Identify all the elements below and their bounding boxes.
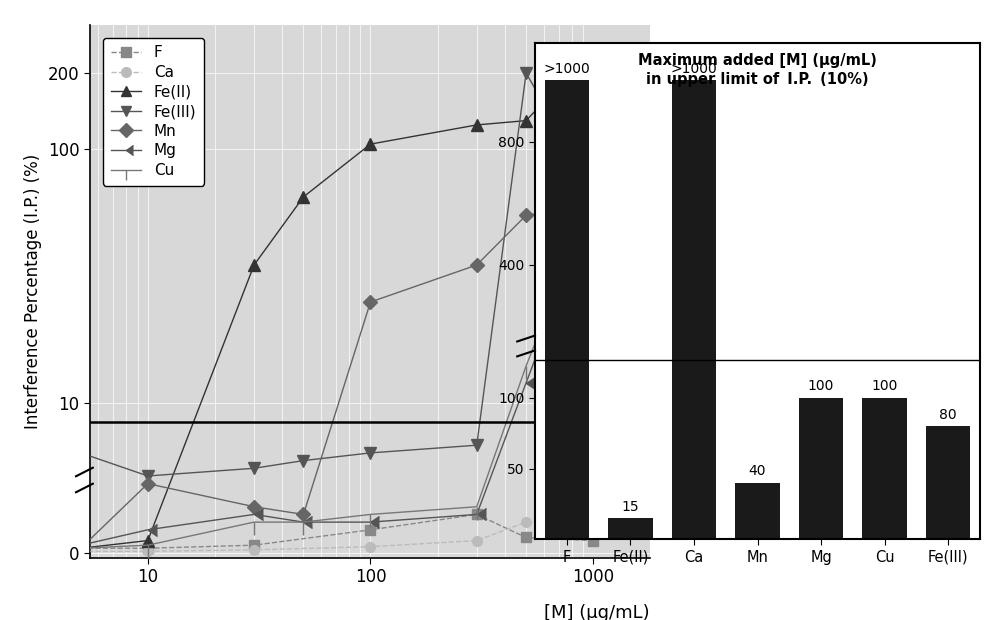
Bar xyxy=(545,80,589,539)
Ca xyxy=(142,547,154,555)
Mg xyxy=(297,518,309,526)
Mn xyxy=(248,503,260,510)
Text: 100: 100 xyxy=(808,379,834,393)
Cu xyxy=(587,193,599,201)
Mn xyxy=(364,298,376,306)
Mn xyxy=(75,544,87,552)
Text: [M] (μg/mL): [M] (μg/mL) xyxy=(544,604,650,620)
Cu xyxy=(142,541,154,549)
Mg xyxy=(587,202,599,210)
Fe(III) xyxy=(471,441,483,449)
Text: 100: 100 xyxy=(871,379,898,393)
Fe(II) xyxy=(520,117,532,125)
F xyxy=(248,541,260,549)
Mn xyxy=(520,211,532,219)
Text: Maximum added [M] (μg/mL)
in upper limit of  I.P.  (10%): Maximum added [M] (μg/mL) in upper limit… xyxy=(638,53,877,87)
Bar xyxy=(608,518,653,539)
F xyxy=(587,537,599,544)
Line: Fe(II): Fe(II) xyxy=(75,42,599,554)
F xyxy=(471,511,483,518)
Ca xyxy=(520,518,532,526)
Fe(III) xyxy=(364,449,376,456)
Text: Upper limit
of $I.P.$: Upper limit of $I.P.$ xyxy=(547,384,624,416)
Fe(III) xyxy=(587,185,599,192)
Cu xyxy=(364,511,376,518)
Mg xyxy=(520,379,532,386)
Fe(II) xyxy=(248,261,260,268)
Fe(II) xyxy=(142,537,154,544)
Mn xyxy=(142,480,154,487)
Ca xyxy=(364,543,376,551)
Bar xyxy=(799,398,843,539)
Legend: F, Ca, Fe(II), Fe(III), Mn, Mg, Cu: F, Ca, Fe(II), Fe(III), Mn, Mg, Cu xyxy=(103,38,204,185)
Line: F: F xyxy=(76,510,598,553)
Ca xyxy=(75,547,87,555)
Mn xyxy=(297,511,309,518)
F xyxy=(520,534,532,541)
Cu xyxy=(297,518,309,526)
Fe(III) xyxy=(297,457,309,464)
Fe(II) xyxy=(471,121,483,128)
Cu xyxy=(520,362,532,370)
Line: Mn: Mn xyxy=(76,201,598,553)
Mg xyxy=(142,526,154,534)
Line: Cu: Cu xyxy=(75,190,599,554)
Line: Fe(III): Fe(III) xyxy=(75,67,599,482)
F xyxy=(142,544,154,552)
F xyxy=(364,526,376,534)
Fe(II) xyxy=(364,140,376,148)
Text: >1000: >1000 xyxy=(543,61,590,76)
Line: Mg: Mg xyxy=(75,200,599,551)
Mg xyxy=(364,518,376,526)
Bar xyxy=(926,426,970,539)
Ca xyxy=(471,537,483,544)
Mn xyxy=(587,202,599,210)
Cu xyxy=(471,503,483,510)
Mn xyxy=(471,261,483,268)
F xyxy=(75,544,87,552)
Fe(II) xyxy=(75,544,87,552)
Cu xyxy=(75,544,87,552)
Text: 80: 80 xyxy=(939,407,957,422)
Ca xyxy=(587,515,599,523)
Fe(III) xyxy=(142,472,154,480)
Fe(III) xyxy=(248,464,260,472)
Bar xyxy=(672,80,716,539)
Fe(II) xyxy=(587,45,599,52)
Cu xyxy=(248,518,260,526)
Line: Ca: Ca xyxy=(76,514,598,556)
Y-axis label: Interference Percentage (I.P.) (%): Interference Percentage (I.P.) (%) xyxy=(24,154,42,429)
Ca xyxy=(248,546,260,554)
Mg xyxy=(471,511,483,518)
Bar xyxy=(735,483,780,539)
Fe(III) xyxy=(520,69,532,77)
Text: >1000: >1000 xyxy=(671,61,717,76)
Mg xyxy=(75,541,87,549)
Text: 15: 15 xyxy=(622,500,639,513)
Fe(III) xyxy=(75,449,87,456)
Bar xyxy=(862,398,907,539)
Text: 40: 40 xyxy=(749,464,766,478)
Fe(II) xyxy=(297,193,309,201)
Mg xyxy=(248,511,260,518)
